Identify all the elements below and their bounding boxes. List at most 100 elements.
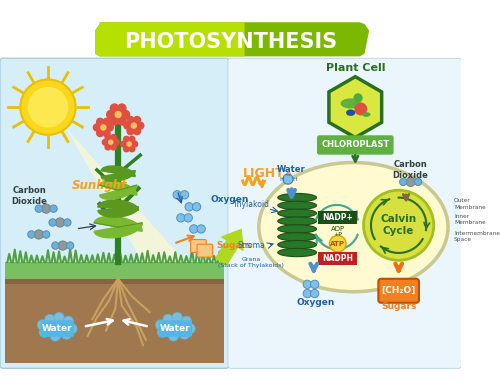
Bar	[4, 278, 224, 363]
Circle shape	[130, 122, 137, 129]
Circle shape	[133, 116, 141, 124]
Circle shape	[100, 124, 106, 131]
Bar	[4, 262, 224, 279]
Circle shape	[28, 87, 68, 127]
Circle shape	[197, 225, 205, 233]
Ellipse shape	[346, 109, 356, 116]
Circle shape	[63, 316, 74, 326]
Circle shape	[180, 329, 190, 339]
Circle shape	[190, 225, 198, 233]
Circle shape	[185, 203, 194, 211]
Circle shape	[184, 214, 192, 222]
Circle shape	[310, 280, 319, 288]
Text: Water: Water	[160, 324, 190, 333]
Circle shape	[354, 102, 368, 116]
Circle shape	[172, 313, 182, 323]
Circle shape	[92, 123, 101, 132]
Circle shape	[45, 314, 55, 325]
Text: Carbon
Dioxide: Carbon Dioxide	[392, 160, 428, 180]
Circle shape	[96, 118, 104, 126]
Ellipse shape	[278, 193, 316, 202]
Circle shape	[176, 214, 185, 222]
Circle shape	[66, 242, 74, 249]
Circle shape	[49, 219, 56, 226]
Circle shape	[126, 127, 135, 136]
Circle shape	[185, 323, 195, 334]
Circle shape	[106, 123, 114, 132]
Text: Sunlight: Sunlight	[72, 179, 128, 192]
Circle shape	[110, 134, 117, 141]
Circle shape	[156, 320, 166, 330]
Circle shape	[414, 178, 422, 186]
Circle shape	[39, 327, 50, 337]
Circle shape	[133, 127, 141, 136]
Circle shape	[104, 134, 112, 141]
FancyBboxPatch shape	[378, 279, 419, 303]
Circle shape	[102, 129, 111, 137]
Polygon shape	[101, 166, 135, 177]
FancyBboxPatch shape	[197, 244, 212, 257]
Text: Sugars: Sugars	[217, 241, 252, 250]
Circle shape	[110, 116, 119, 126]
Polygon shape	[94, 216, 142, 231]
Circle shape	[126, 116, 135, 124]
Text: +P: +P	[334, 232, 342, 237]
Polygon shape	[100, 185, 137, 199]
Circle shape	[58, 241, 68, 250]
FancyBboxPatch shape	[190, 239, 206, 253]
FancyBboxPatch shape	[318, 252, 357, 265]
Circle shape	[110, 143, 117, 151]
Circle shape	[173, 191, 182, 199]
Polygon shape	[64, 126, 208, 287]
Bar	[4, 273, 224, 284]
Circle shape	[42, 204, 51, 213]
Text: Intermembrane
Space: Intermembrane Space	[454, 231, 500, 242]
Polygon shape	[98, 207, 138, 217]
Circle shape	[64, 219, 71, 226]
Ellipse shape	[278, 201, 316, 209]
Text: Plant Cell: Plant Cell	[326, 64, 385, 74]
Circle shape	[364, 190, 434, 260]
Polygon shape	[95, 22, 244, 56]
Circle shape	[102, 118, 111, 126]
Ellipse shape	[278, 248, 316, 257]
Text: Outer
Membrane: Outer Membrane	[454, 198, 486, 210]
Circle shape	[104, 143, 112, 151]
Circle shape	[354, 93, 362, 102]
Text: Thylakoid: Thylakoid	[232, 199, 270, 209]
Text: H: H	[279, 177, 284, 182]
Text: Oxygen: Oxygen	[210, 195, 249, 204]
Text: NADP+: NADP+	[322, 213, 353, 223]
FancyBboxPatch shape	[0, 58, 229, 368]
Circle shape	[114, 111, 122, 118]
Circle shape	[54, 313, 64, 323]
Circle shape	[50, 331, 60, 341]
Text: NADPH: NADPH	[322, 254, 354, 263]
Ellipse shape	[362, 112, 370, 117]
Circle shape	[106, 110, 116, 119]
Text: Inner
Membrane: Inner Membrane	[454, 214, 486, 225]
Circle shape	[131, 141, 138, 148]
Circle shape	[123, 136, 130, 143]
Text: Calvin
Cycle: Calvin Cycle	[380, 214, 416, 236]
Circle shape	[34, 230, 43, 239]
Circle shape	[180, 191, 188, 199]
Circle shape	[136, 121, 144, 130]
Text: PHOTOSYNTHESIS: PHOTOSYNTHESIS	[124, 32, 338, 52]
Circle shape	[128, 136, 136, 143]
Circle shape	[67, 323, 77, 334]
Circle shape	[192, 203, 200, 211]
Polygon shape	[329, 77, 382, 137]
Polygon shape	[95, 22, 369, 56]
Text: [CH₂O]: [CH₂O]	[382, 286, 416, 295]
Circle shape	[182, 316, 192, 326]
Circle shape	[303, 290, 312, 298]
Circle shape	[110, 103, 119, 113]
Circle shape	[168, 331, 178, 341]
Circle shape	[400, 178, 407, 186]
Ellipse shape	[278, 225, 316, 233]
Circle shape	[123, 121, 132, 130]
Circle shape	[117, 103, 126, 113]
Circle shape	[123, 145, 130, 152]
FancyBboxPatch shape	[317, 135, 394, 155]
